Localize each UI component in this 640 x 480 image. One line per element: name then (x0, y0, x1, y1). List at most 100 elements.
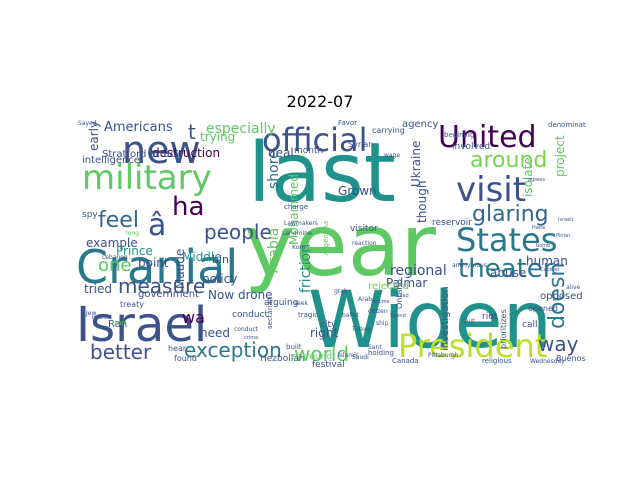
cloud-word: though (415, 181, 429, 223)
cloud-word: Prince (116, 244, 153, 258)
cloud-word: agency (402, 119, 438, 130)
cloud-word: ballot (342, 312, 359, 319)
cloud-word: last (248, 126, 396, 221)
cloud-word: tried (84, 282, 112, 296)
cloud-word: arguing (264, 298, 298, 308)
cloud-word: city (320, 320, 337, 330)
cloud-word: conduct (232, 310, 269, 320)
cloud-word: Hebrew (92, 315, 111, 321)
cloud-word: rejected (368, 281, 409, 292)
cloud-word: abuse (490, 266, 526, 280)
cloud-word: human (526, 254, 568, 268)
cloud-word: trying (200, 130, 235, 144)
cloud-word: Quit (462, 318, 475, 325)
cloud-word: religious (482, 357, 512, 365)
cloud-word: regional (390, 263, 447, 279)
cloud-word: lead (398, 293, 409, 299)
cloud-word: point (138, 256, 169, 270)
cloud-word: need (200, 326, 230, 340)
cloud-word: Canada (392, 357, 419, 365)
cloud-word: hear (168, 344, 187, 353)
cloud-word: t (188, 120, 196, 144)
cloud-word: United (438, 120, 537, 155)
cloud-word: alive (566, 284, 581, 291)
cloud-word: regime (372, 299, 390, 305)
cloud-word: riot (482, 312, 498, 322)
cloud-word: glaring (472, 202, 549, 227)
cloud-word: Haifa (532, 225, 545, 231)
cloud-word: Ran (108, 319, 127, 330)
cloud-word: doesn (545, 263, 570, 329)
cloud-word: Islamic (338, 352, 359, 359)
cloud-word: measure (118, 274, 205, 298)
cloud-word: involved (452, 142, 490, 152)
cloud-word: Buenos (556, 354, 586, 363)
cloud-word: opened (528, 304, 558, 313)
cloud-word: grab (334, 288, 348, 295)
cloud-word: bin (212, 253, 229, 266)
cloud-word: prioritizes (499, 309, 508, 349)
cloud-word: destruction (152, 146, 220, 160)
cloud-word: Cabinet (540, 267, 559, 273)
cloud-word: tragic (298, 311, 318, 319)
cloud-word: isolate (521, 157, 535, 197)
cloud-word: Widen (308, 276, 552, 366)
cloud-word: Turkey (351, 326, 372, 333)
cloud-word: opposed (540, 291, 583, 302)
cloud-word: conduct (234, 326, 259, 333)
cloud-word: Middle (182, 250, 222, 264)
cloud-word: holding (368, 349, 394, 357)
cloud-word: one (98, 255, 132, 276)
cloud-word: Kom (292, 244, 305, 251)
cloud-word: Sayed (78, 120, 97, 127)
cloud-word: Argentina (322, 221, 330, 255)
cloud-word: reaction (352, 240, 377, 247)
cloud-word: Lawmakers (284, 220, 318, 227)
cloud-word: around (470, 148, 547, 173)
cloud-word: example (86, 236, 138, 250)
cloud-word: Spend (390, 313, 406, 319)
cloud-word: call (522, 320, 537, 330)
cloud-word: Sant (368, 344, 382, 351)
cloud-word: investigation (440, 286, 451, 351)
cloud-word: deal (268, 146, 294, 160)
cloud-word: Grown (338, 184, 377, 198)
cloud-word: citizen (368, 308, 388, 315)
cloud-word: long (126, 230, 139, 237)
cloud-word: spy (82, 210, 98, 220)
cloud-word: right (310, 326, 338, 340)
cloud-word: Maude (173, 249, 187, 289)
cloud-word: wa (182, 308, 205, 327)
cloud-word: denomination (548, 121, 586, 129)
cloud-word: sectarian (266, 297, 274, 329)
cloud-word: early (87, 121, 101, 151)
cloud-word: policy (202, 272, 237, 286)
cloud-word: Palmar (386, 276, 427, 290)
cloud-word: begining (444, 131, 474, 139)
cloud-word: Favor (338, 119, 357, 127)
word-cloud: last year Widen Israel Cranial new military off… (72, 117, 586, 371)
cloud-word: Syrian (348, 140, 373, 149)
cloud-word: Arab (358, 296, 372, 303)
cloud-word: especially (206, 121, 276, 137)
cloud-word: Pittsburgh (428, 352, 459, 359)
cloud-word: festival (312, 360, 345, 370)
cloud-word: charge (284, 203, 308, 211)
cloud-word: Ontario (395, 279, 404, 309)
cloud-word: built (286, 343, 302, 351)
cloud-word: crime (244, 335, 258, 341)
cloud-word: seek (294, 300, 309, 307)
cloud-word: Mohammed (287, 174, 301, 245)
cloud-word: anonymous (452, 262, 487, 269)
cloud-word: new (122, 128, 201, 172)
cloud-word: Iran (112, 319, 126, 327)
cloud-word: agrees (528, 177, 545, 183)
cloud-word: President (398, 327, 547, 365)
cloud-word: Stratford attack (102, 149, 181, 160)
cloud-word: visitor (350, 224, 378, 234)
cloud-word: Israel (76, 297, 207, 353)
cloud-word: shore (266, 150, 282, 189)
cloud-word: world (294, 342, 349, 366)
